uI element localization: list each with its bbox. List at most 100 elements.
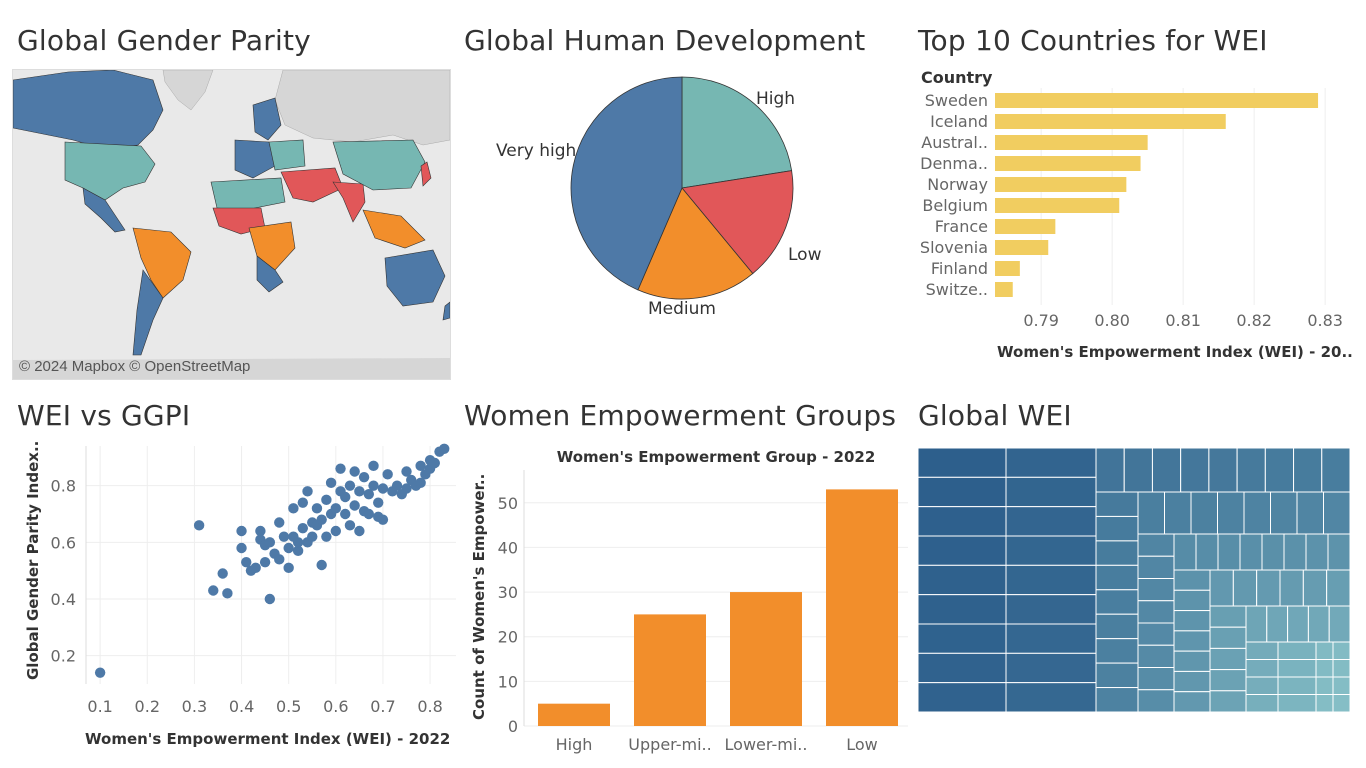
groups-chart-title: Women's Empowerment Group - 2022: [557, 448, 876, 466]
treemap-cell: [1137, 644, 1175, 668]
map-region-southern-africa: [256, 255, 284, 293]
treemap-cell: [917, 564, 1007, 596]
treemap-cell: [917, 682, 1007, 713]
scatter-point: [321, 531, 332, 542]
scatter-point: [373, 497, 384, 508]
scatter-point: [382, 469, 393, 480]
scatter-title: WEI vs GGPI: [17, 399, 191, 432]
treemap-cell: [1173, 650, 1211, 672]
treemap-cell: [917, 506, 1007, 537]
treemap-cell: [1264, 447, 1295, 493]
treemap-cell: [917, 535, 1007, 566]
pie-slice-medium: [637, 187, 754, 300]
treemap-cell: [1277, 676, 1317, 695]
scatter-point: [288, 503, 299, 514]
map-region-canada: [13, 70, 164, 151]
treemap-cell: [1243, 491, 1271, 535]
scatter-point: [330, 503, 342, 514]
treemap-cell: [1315, 659, 1334, 678]
pie-label: Medium: [648, 299, 716, 319]
treemap-cell: [1293, 447, 1323, 493]
top10-category-label: Norway: [927, 175, 988, 194]
treemap-cell: [1245, 605, 1268, 643]
treemap-cell: [1173, 589, 1211, 612]
top10-bar: [995, 282, 1013, 297]
scatter-point: [193, 520, 205, 531]
map-region-antarctica: [13, 358, 450, 379]
map-region-east-europe: [268, 139, 306, 171]
scatter-point: [401, 466, 412, 477]
top10-category-label: Austral..: [921, 133, 988, 152]
treemap-cell: [1321, 447, 1351, 493]
scatter-point: [241, 556, 252, 568]
treemap-cell: [1209, 569, 1234, 607]
top10-bar: [995, 219, 1056, 234]
treemap-cell: [1095, 687, 1139, 713]
map-region-south-asia: [332, 181, 366, 223]
top10-bar: [995, 261, 1020, 276]
scatter-point: [283, 562, 294, 574]
treemap-cell: [1232, 569, 1258, 607]
map-attribution[interactable]: © 2024 Mapbox © OpenStreetMap: [19, 358, 251, 375]
groups-x-tick: Lower-mi..: [725, 735, 808, 754]
scatter-point: [344, 480, 356, 491]
treemap-cell: [1137, 555, 1175, 579]
pie-slice-low: [681, 170, 794, 275]
treemap-cell: [1239, 533, 1263, 571]
map-region-west-europe: [234, 139, 276, 179]
treemap-cell: [1137, 600, 1175, 624]
treemap-cell: [1245, 694, 1279, 713]
scatter-x-tick: 0.4: [229, 697, 254, 716]
treemap-cell: [1328, 605, 1351, 643]
scatter-y-tick: 0.6: [51, 533, 76, 552]
treemap-cell: [917, 594, 1007, 625]
treemap-cell: [1095, 564, 1139, 591]
treemap-cell: [1277, 659, 1317, 678]
treemap-cell: [1209, 605, 1247, 628]
map-region-brazil: [132, 227, 192, 299]
top10-category-label: Switze..: [926, 280, 988, 299]
treemap-cell: [1173, 630, 1211, 652]
scatter-point: [236, 542, 247, 554]
scatter-point: [278, 531, 290, 542]
treemap-cell: [1095, 540, 1139, 566]
treemap-cell: [1326, 569, 1351, 607]
groups-bar: [730, 592, 802, 726]
treemap-cell: [1137, 689, 1175, 713]
scatter-point: [255, 525, 266, 537]
scatter-point: [330, 525, 342, 537]
scatter-point: [292, 537, 304, 548]
scatter-y-tick: 0.2: [51, 647, 76, 666]
top10-bar: [995, 177, 1127, 192]
scatter-point: [401, 483, 412, 494]
scatter-x-tick: 0.3: [182, 697, 207, 716]
scatter-point: [274, 554, 285, 565]
treemap-title: Global WEI: [918, 399, 1072, 432]
scatter-point: [335, 463, 346, 474]
top10-bar: [995, 93, 1319, 108]
treemap-cell: [1217, 491, 1245, 535]
treemap-cell: [1095, 447, 1125, 493]
treemap-cell: [1315, 676, 1334, 695]
top10-bar: [995, 114, 1226, 129]
treemap-cell: [1332, 659, 1351, 678]
treemap-cell: [1190, 491, 1218, 535]
scatter-chart: 0.2 0.4 0.6 0.8 0.1 0.2 0.3 0.4 0.5 0.6 0.7 0.8 Wome…: [24, 441, 456, 748]
scatter-point: [368, 460, 379, 472]
world-map-svg: [13, 70, 450, 379]
groups-y-tick: 40: [498, 538, 518, 557]
top10-x-tick: 0.79: [1023, 311, 1059, 330]
treemap-cell: [1217, 533, 1241, 571]
treemap-cell: [1209, 669, 1247, 692]
treemap-cell: [1137, 622, 1175, 646]
pie-label: High: [756, 89, 795, 109]
treemap-cell: [1245, 676, 1279, 695]
world-map[interactable]: © 2024 Mapbox © OpenStreetMap: [12, 69, 451, 380]
pie-slice-very-high: [570, 76, 683, 291]
treemap-cell: [1137, 533, 1175, 557]
treemap-cell: [917, 623, 1007, 654]
treemap-cell: [1261, 533, 1285, 571]
treemap-cell: [1315, 694, 1334, 713]
treemap-cell: [1315, 641, 1334, 660]
top10-bar: [995, 240, 1049, 255]
